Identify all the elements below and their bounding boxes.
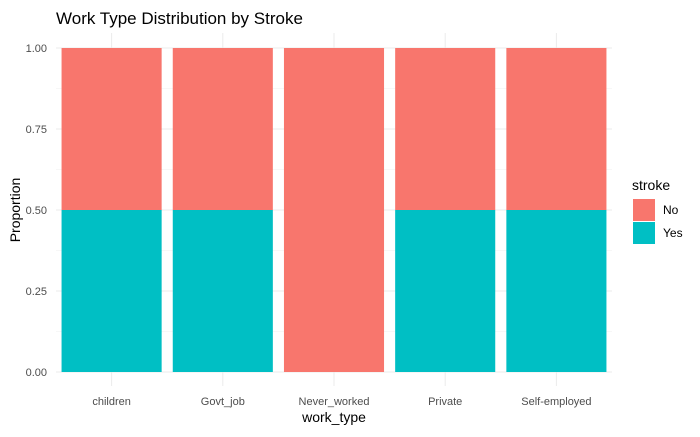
x-axis-ticks: children Govt_job Never_worked Private Self-… [92,396,591,408]
x-tick-label: Private [428,396,462,408]
legend-swatch-no [633,199,655,221]
bar-private-no [395,48,496,210]
y-tick-label: 0.00 [26,367,47,379]
bars [61,48,607,372]
x-tick-label: Self-employed [521,396,591,408]
y-axis-ticks: 0.00 0.25 0.50 0.75 1.00 [26,43,47,379]
bar-self-employed-no [506,48,607,210]
y-tick-label: 0.50 [26,205,47,217]
bar-self-employed-yes [506,210,607,372]
y-axis-title: Proportion [7,178,23,243]
bar-never_worked-no [283,48,385,372]
legend-label-no: No [663,203,679,217]
legend-label-yes: Yes [663,226,683,240]
bar-children-no [61,48,162,210]
bar-govt_job-no [172,48,273,210]
bar-govt_job-yes [172,210,273,372]
bar-private-yes [395,210,496,372]
chart-title: Work Type Distribution by Stroke [56,9,303,28]
y-tick-label: 0.25 [26,286,47,298]
legend-title: stroke [632,177,670,193]
legend-swatch-yes [633,222,655,244]
x-tick-label: Govt_job [201,396,245,408]
legend: stroke No Yes [632,177,683,244]
x-axis-title: work_type [301,409,366,425]
y-tick-label: 0.75 [26,124,47,136]
x-tick-label: Never_worked [299,396,370,408]
x-tick-label: children [92,396,131,408]
bar-children-yes [61,210,162,372]
y-tick-label: 1.00 [26,43,47,55]
